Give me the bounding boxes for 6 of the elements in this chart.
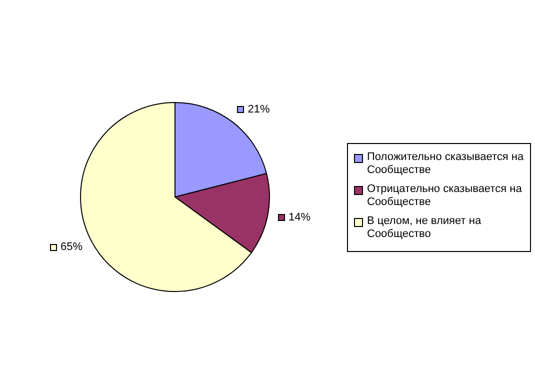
data-label: 21%: [248, 104, 270, 116]
legend-label: Отрицательно сказывается на Сообществе: [367, 183, 523, 209]
legend-label: Положительно сказывается на Сообществе: [367, 151, 525, 177]
data-label: 65%: [60, 241, 83, 254]
data-label: 14%: [288, 212, 311, 224]
legend-label: В целом, не влияет на Сообщество: [367, 215, 482, 241]
